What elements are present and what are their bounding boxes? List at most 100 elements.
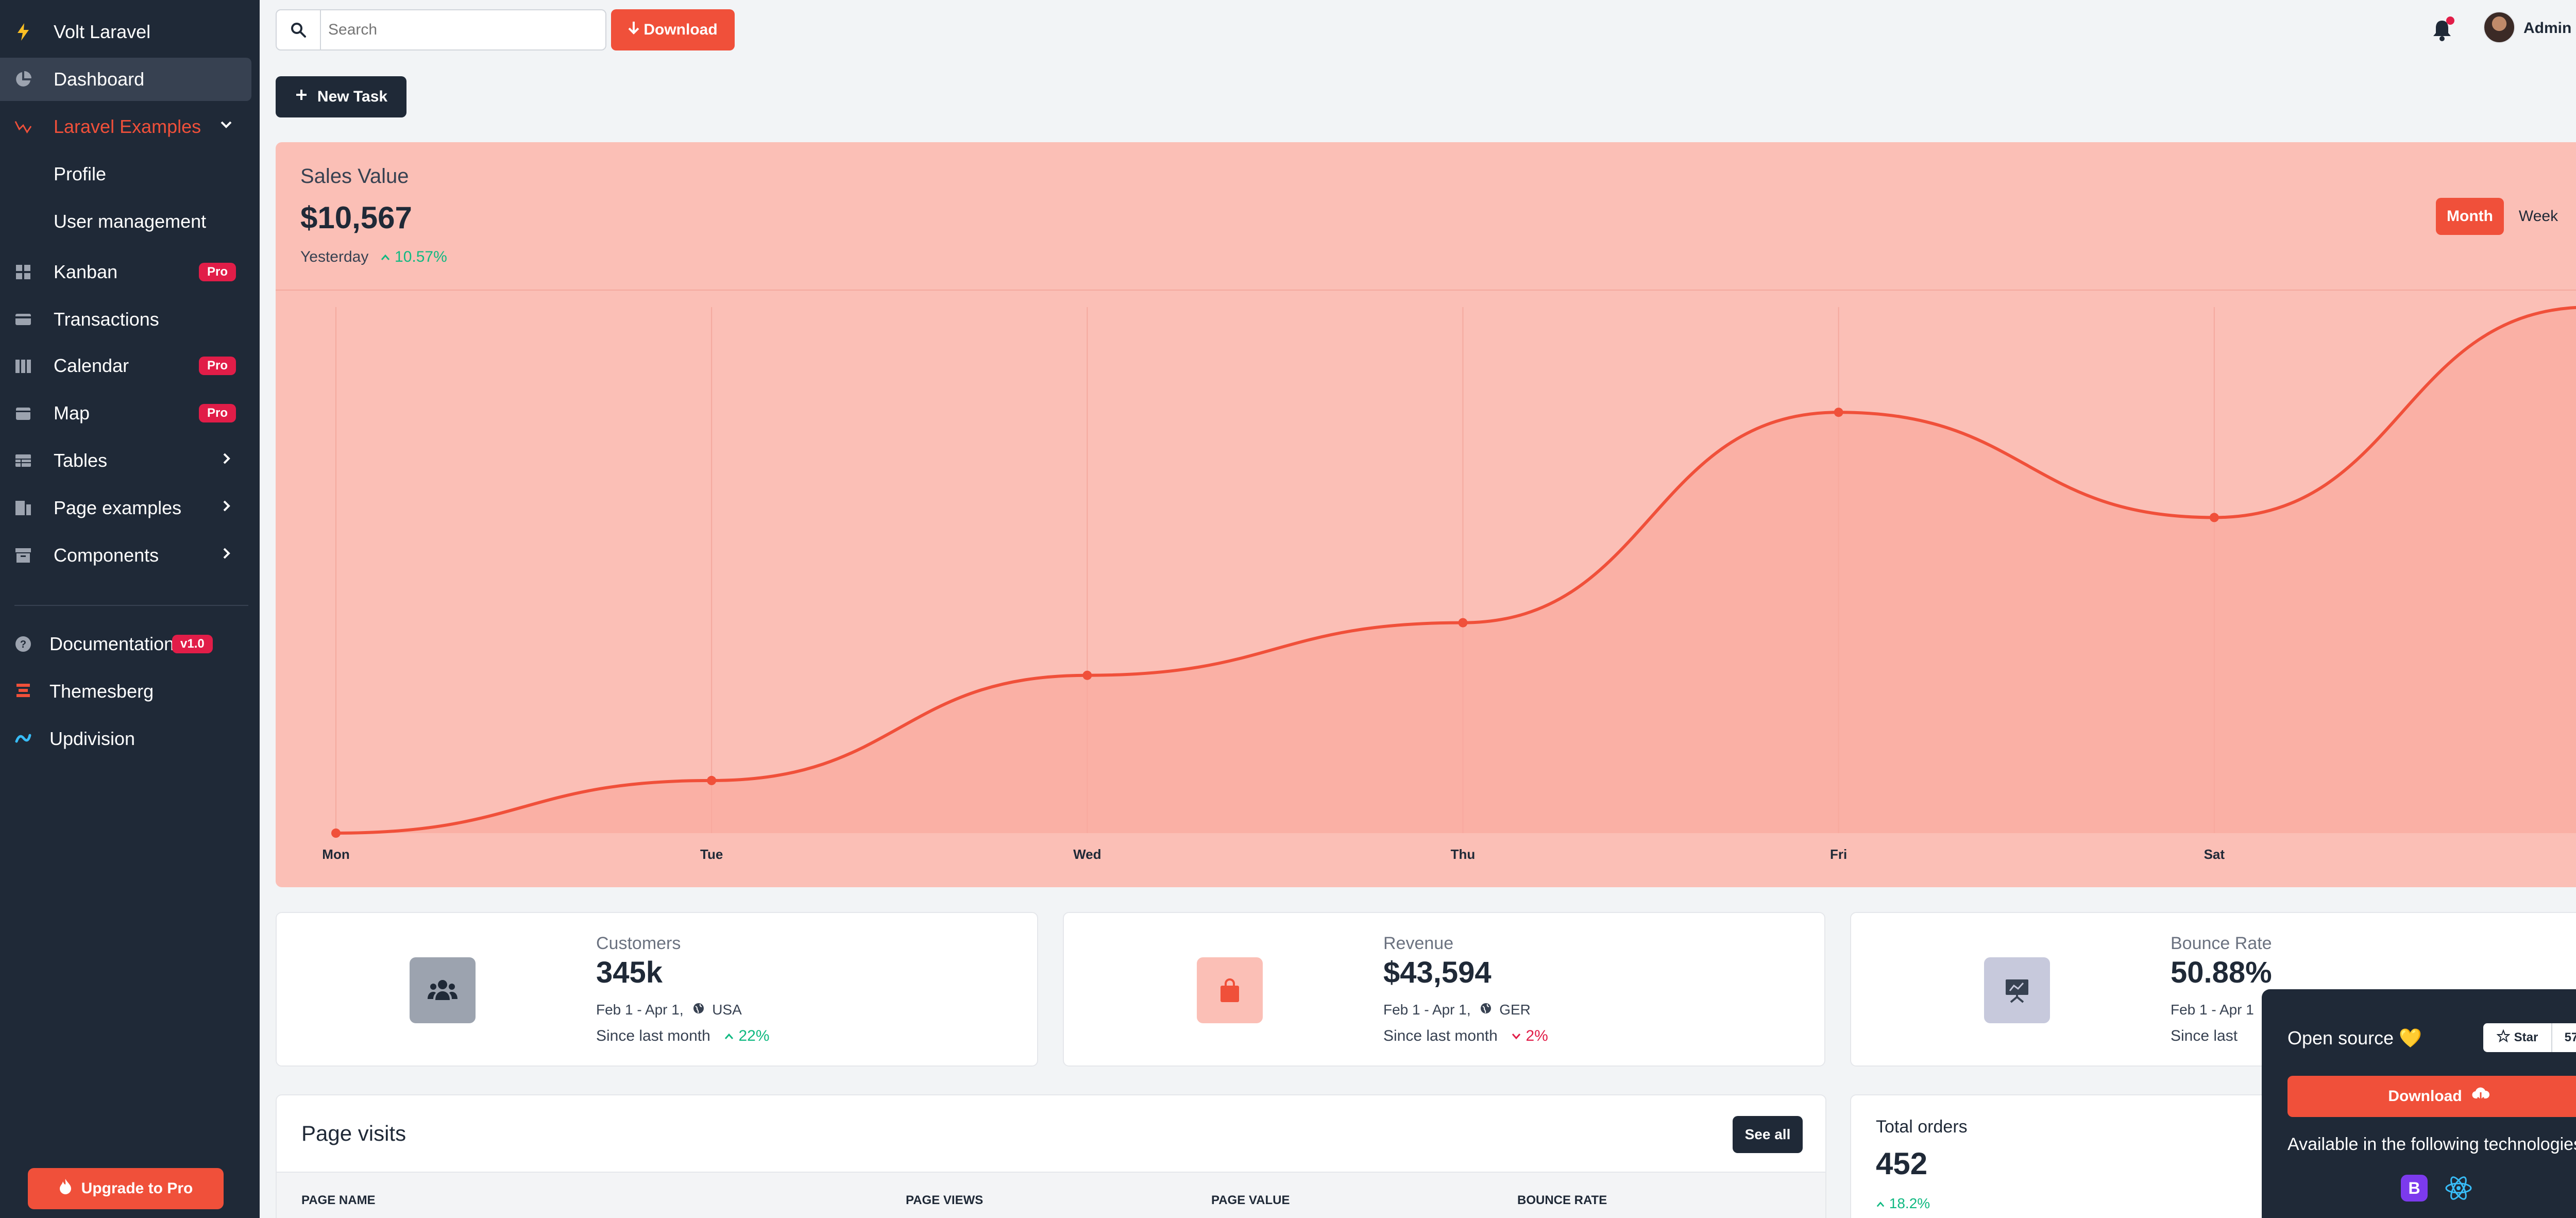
see-all-button[interactable]: See all <box>1733 1116 1803 1153</box>
github-star-button[interactable]: Star 57 <box>2483 1023 2576 1052</box>
stat-range: Feb 1 - Apr 1, <box>596 1002 684 1018</box>
sidebar-item-dashboard[interactable]: Dashboard <box>0 59 260 100</box>
star-count[interactable]: 57 <box>2564 1030 2576 1044</box>
laravel-icon <box>14 118 32 136</box>
stat-since-label: Since last month <box>596 1027 710 1044</box>
user-name[interactable]: Admin User <box>2523 20 2576 37</box>
table-icon <box>14 452 32 469</box>
stat-value: $43,594 <box>1383 956 1492 989</box>
svg-text:B: B <box>2408 1179 2420 1197</box>
bell-icon[interactable] <box>2432 19 2452 41</box>
grid-icon <box>14 263 32 281</box>
data-point[interactable] <box>331 828 341 838</box>
download-button[interactable]: Download <box>611 9 735 50</box>
data-point[interactable] <box>707 775 717 785</box>
arrow-down-icon <box>628 21 639 39</box>
stat-label: Revenue <box>1383 934 1454 953</box>
chevron-right-icon <box>219 499 233 517</box>
sidebar-item-transactions[interactable]: Transactions <box>0 299 260 340</box>
sidebar-item-kanban[interactable]: Kanban Pro <box>0 251 260 293</box>
new-task-button[interactable]: New Task <box>276 76 406 117</box>
sidebar-item-label: Page examples <box>54 497 182 518</box>
stat-card-bounce-rate: Bounce Rate 50.88% Feb 1 - Apr 1 Since l… <box>1850 912 2576 1067</box>
stat-since-label: Since last <box>2171 1027 2238 1044</box>
column-header[interactable]: PAGE VIEWS <box>906 1193 984 1207</box>
sidebar-item-user-management[interactable]: User management <box>0 201 260 242</box>
sidebar-item-tables[interactable]: Tables <box>0 440 260 481</box>
sidebar-item-label: Kanban <box>54 261 118 282</box>
series-area <box>336 307 2576 833</box>
column-header[interactable]: PAGE NAME <box>301 1193 376 1207</box>
column-header[interactable]: PAGE VALUE <box>1211 1193 1290 1207</box>
sidebar-brand[interactable]: Volt Laravel <box>0 11 260 53</box>
plus-icon <box>295 88 308 106</box>
stat-change-value: 2% <box>1526 1027 1548 1044</box>
sidebar-item-components[interactable]: Components <box>0 535 260 576</box>
bolt-icon <box>14 23 32 41</box>
sidebar-item-calendar[interactable]: Calendar Pro <box>0 345 260 386</box>
bootstrap-icon[interactable]: B <box>2400 1174 2429 1205</box>
credit-card-icon <box>14 311 32 328</box>
sales-period: Yesterday <box>300 248 369 265</box>
sidebar-item-laravel-examples[interactable]: Laravel Examples <box>0 106 260 147</box>
sidebar-item-documentation[interactable]: ? Documentation v1.0 <box>0 623 260 665</box>
stat-since: Since last <box>2171 1027 2238 1045</box>
popup-download-button[interactable]: Download <box>2287 1076 2576 1117</box>
data-point[interactable] <box>1082 670 1092 680</box>
sales-value: $10,567 <box>300 200 412 235</box>
sidebar-item-label: Updivision <box>49 728 135 749</box>
sales-value-card: Sales Value $10,567 Yesterday 10.57% Mon… <box>276 142 2576 887</box>
stat-meta: Feb 1 - Apr 1, GER <box>1383 1002 1531 1018</box>
data-point[interactable] <box>1834 408 1843 417</box>
react-icon[interactable] <box>2444 1174 2473 1205</box>
popup-download-label: Download <box>2388 1088 2462 1105</box>
new-task-label: New Task <box>317 88 388 105</box>
stat-change-value: 22% <box>738 1027 770 1044</box>
pages-icon <box>14 499 32 517</box>
sidebar-item-label: Components <box>54 545 159 566</box>
column-header[interactable]: BOUNCE RATE <box>1517 1193 1607 1207</box>
updivision-icon <box>14 730 32 748</box>
sidebar-item-profile[interactable]: Profile <box>0 154 260 195</box>
pro-badge: Pro <box>199 404 236 422</box>
question-icon: ? <box>14 635 32 653</box>
avatar[interactable] <box>2483 11 2515 43</box>
sidebar-divider <box>14 605 248 606</box>
sidebar-item-label: Map <box>54 402 90 424</box>
week-toggle[interactable]: Week <box>2518 208 2558 225</box>
stat-since: Since last month 22% <box>596 1027 770 1045</box>
download-label: Download <box>643 21 718 38</box>
data-point[interactable] <box>2209 513 2219 522</box>
orders-title: Total orders <box>1876 1117 1968 1137</box>
search-bar[interactable] <box>276 9 606 50</box>
stat-since: Since last month 2% <box>1383 1027 1548 1045</box>
chevron-right-icon <box>219 451 233 470</box>
month-toggle[interactable]: Month <box>2436 198 2504 235</box>
stat-location: GER <box>1499 1002 1531 1018</box>
star-part[interactable]: Star <box>2483 1023 2552 1052</box>
sidebar-item-label: Calendar <box>54 355 129 376</box>
data-point[interactable] <box>1458 618 1468 628</box>
orders-value: 452 <box>1876 1146 1928 1181</box>
sidebar-item-updivision[interactable]: Updivision <box>0 718 260 759</box>
sidebar-item-map[interactable]: Map Pro <box>0 393 260 434</box>
sales-subline: Yesterday 10.57% <box>300 248 447 266</box>
sidebar-item-label: Documentation <box>49 633 175 654</box>
search-input[interactable] <box>328 19 596 41</box>
series-line <box>335 306 2576 835</box>
map-icon <box>14 404 32 422</box>
sidebar-item-label: Tables <box>54 450 108 471</box>
archive-icon <box>14 547 32 564</box>
search-icon[interactable] <box>277 10 321 49</box>
sales-divider <box>276 290 2576 291</box>
upgrade-button[interactable]: Upgrade to Pro <box>28 1168 224 1209</box>
open-source-popup: Open source 💛 Star 57 Download Available… <box>2262 989 2576 1218</box>
x-tick-label: Tue <box>700 847 723 862</box>
arrow-up-icon <box>380 248 395 265</box>
users-icon <box>410 957 476 1023</box>
svg-text:?: ? <box>20 639 26 650</box>
sidebar-item-themesberg[interactable]: Themesberg <box>0 671 260 712</box>
sidebar-item-page-examples[interactable]: Page examples <box>0 487 260 529</box>
popup-title: Open source 💛 <box>2287 1027 2422 1048</box>
stat-since-label: Since last month <box>1383 1027 1498 1044</box>
